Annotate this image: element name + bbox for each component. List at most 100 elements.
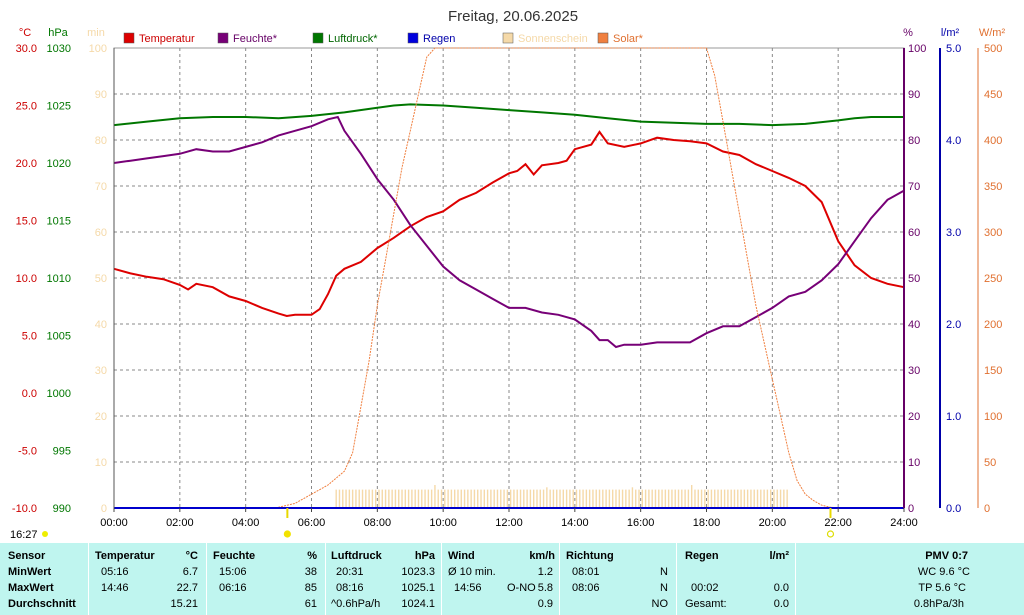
hum-axis-tick: 70 <box>908 181 920 193</box>
press-axis-tick: 990 <box>53 503 71 515</box>
sun-axis-tick: 60 <box>95 227 107 239</box>
press-axis-tick: 1015 <box>47 216 71 228</box>
hum-min-time: 15:06 <box>219 566 247 578</box>
press-axis-tick: 1010 <box>47 273 71 285</box>
rain-header: Regen <box>685 550 719 562</box>
stats-table: Sensor MinWert MaxWert Durchschnitt Temp… <box>0 543 1024 615</box>
solar-axis-tick: 50 <box>984 457 996 469</box>
pmv-line2: TP 5.6 °C <box>918 582 966 594</box>
pmv-line1: WC 9.6 °C <box>917 566 970 578</box>
min-label: MinWert <box>8 566 52 578</box>
solar-axis-tick: 300 <box>984 227 1002 239</box>
temp-axis-tick: 0.0 <box>22 388 37 400</box>
hum-unit: % <box>307 550 317 562</box>
press-avg-label: ^0.6hPa/h <box>331 598 381 610</box>
solar-axis-unit: W/m² <box>979 27 1006 39</box>
hum-avg-val: 61 <box>304 598 317 610</box>
wind-max-dir: O-NO <box>507 582 536 594</box>
x-tick-label: 08:00 <box>364 517 392 529</box>
sun-axis-tick: 50 <box>95 273 107 285</box>
series-line-solar <box>275 47 839 509</box>
wind-min-val: 1.2 <box>537 566 553 578</box>
x-tick-label: 02:00 <box>166 517 194 529</box>
pmv-line3: 0.8hPa/3h <box>913 598 964 610</box>
sun-axis-tick: 20 <box>95 411 107 423</box>
x-tick-label: 04:00 <box>232 517 260 529</box>
current-time: 16:27 <box>10 529 38 541</box>
press-avg-val: 1024.1 <box>401 598 435 610</box>
x-tick-label: 18:00 <box>693 517 721 529</box>
press-axis-unit: hPa <box>48 27 68 39</box>
rain-axis-tick: 5.0 <box>946 43 961 55</box>
dir-max-time: 08:06 <box>572 582 600 594</box>
dir-min-val: N <box>660 566 668 578</box>
wind-max-val: 5.8 <box>537 582 553 594</box>
hum-max-time: 06:16 <box>219 582 247 594</box>
x-tick-label: 20:00 <box>759 517 787 529</box>
solar-axis-tick: 150 <box>984 365 1002 377</box>
sunshine-bars <box>335 485 788 508</box>
dir-max-val: N <box>660 582 668 594</box>
press-min-time: 20:31 <box>336 566 364 578</box>
series-line-hum <box>113 115 905 349</box>
rain-axis-unit: l/m² <box>941 27 960 39</box>
temp-axis-tick: -10.0 <box>12 503 37 515</box>
pmv-header: PMV 0:7 <box>925 550 968 562</box>
press-axis-tick: 1030 <box>47 43 71 55</box>
sun-markers <box>283 508 835 538</box>
press-unit: hPa <box>414 550 435 562</box>
hum-axis-tick: 10 <box>908 457 920 469</box>
dir-header: Richtung <box>566 550 614 562</box>
temp-axis-tick: 30.0 <box>16 43 37 55</box>
wind-min-label: Ø 10 min. <box>448 566 496 578</box>
stats-hum-column: Feuchte % 15:06 38 06:16 85 61 <box>207 543 325 615</box>
press-axis-tick: 1005 <box>47 331 71 343</box>
chart-title: Freitag, 20.06.2025 <box>448 8 578 25</box>
legend-swatch <box>217 32 229 44</box>
stats-labels-column: Sensor MinWert MaxWert Durchschnitt <box>0 543 88 615</box>
sun-axis-tick: 70 <box>95 181 107 193</box>
solar-axis-tick: 100 <box>984 411 1002 423</box>
hum-axis-tick: 100 <box>908 43 926 55</box>
grid-lines <box>114 48 904 508</box>
press-max-time: 08:16 <box>336 582 364 594</box>
legend-swatch <box>123 32 135 44</box>
hum-axis-tick: 80 <box>908 135 920 147</box>
press-axis-tick: 995 <box>53 446 71 458</box>
sun-axis-unit: min <box>87 27 105 39</box>
sensor-label: Sensor <box>8 550 46 562</box>
temp-axis-tick: 10.0 <box>16 273 37 285</box>
legend-swatch <box>502 32 514 44</box>
series-line-press <box>113 103 904 127</box>
press-header: Luftdruck <box>331 550 382 562</box>
dir-min-time: 08:01 <box>572 566 600 578</box>
temp-axis-tick: 5.0 <box>22 331 37 343</box>
press-axis-tick: 1000 <box>47 388 71 400</box>
x-tick-label: 24:00 <box>890 517 918 529</box>
hum-min-val: 38 <box>304 566 317 578</box>
sun-axis-tick: 90 <box>95 89 107 101</box>
rain-max-time: 00:02 <box>691 582 719 594</box>
wind-max-time: 14:56 <box>454 582 482 594</box>
legend-label: Sonnenschein <box>518 33 588 45</box>
x-tick-label: 22:00 <box>824 517 852 529</box>
legend: Temperatur Feuchte* Luftdruck* Regen Sonnens… <box>123 32 644 45</box>
hum-axis-tick: 60 <box>908 227 920 239</box>
solar-axis-tick: 0 <box>984 503 990 515</box>
temp-min-time: 05:16 <box>101 566 129 578</box>
sun-axis-tick: 30 <box>95 365 107 377</box>
sun-axis-tick: 100 <box>89 43 107 55</box>
x-tick-label: 14:00 <box>561 517 589 529</box>
dir-avg-val: NO <box>651 598 669 610</box>
legend-label: Luftdruck* <box>328 33 378 45</box>
legend-label: Solar* <box>613 33 644 45</box>
weather-chart: Freitag, 20.06.2025 30.0 25.0 20.0 15.0 10.0… <box>10 8 1006 541</box>
temp-axis-tick: 15.0 <box>16 216 37 228</box>
x-tick-label: 12:00 <box>495 517 523 529</box>
rain-axis-tick: 2.0 <box>946 319 961 331</box>
press-max-val: 1025.1 <box>401 582 435 594</box>
legend-label: Temperatur <box>139 33 195 45</box>
temp-header: Temperatur <box>95 550 155 562</box>
temp-unit: °C <box>185 550 198 562</box>
hum-axis-tick: 90 <box>908 89 920 101</box>
